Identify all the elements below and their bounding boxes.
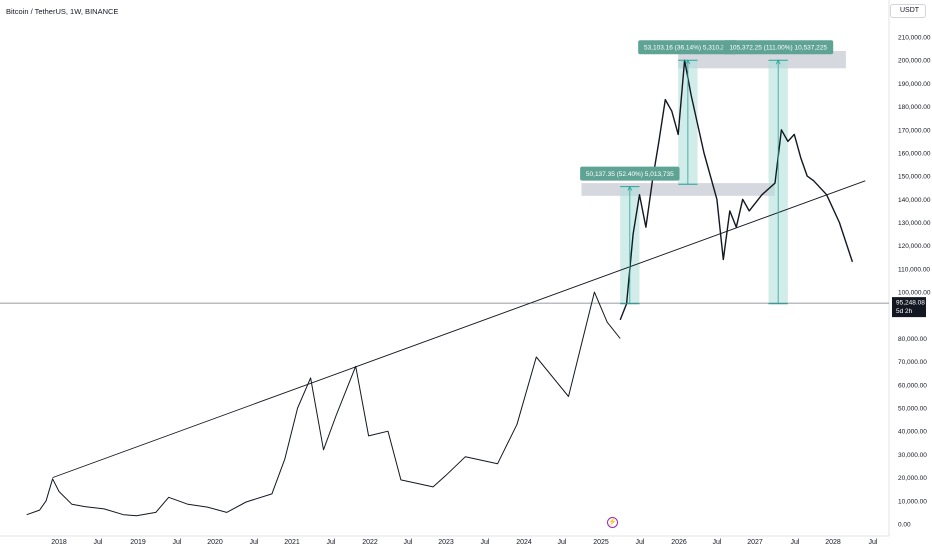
y-tick-label: 180,000.00: [898, 104, 931, 111]
y-tick-label: 110,000.00: [898, 266, 930, 273]
x-tick-label: Jul: [558, 539, 567, 546]
event-lightning-icon[interactable]: ⚡: [607, 517, 618, 528]
y-tick-label: 190,000.00: [898, 81, 931, 88]
x-tick-label: 2028: [825, 539, 841, 546]
x-tick-label: 2026: [671, 539, 687, 546]
y-tick-label: 40,000.00: [898, 429, 927, 436]
price-range-label-3: 105,372.25 (111.00%) 10,537,225: [729, 45, 827, 52]
y-tick-label: 140,000.00: [898, 197, 931, 204]
x-tick-label: 2023: [438, 539, 454, 546]
price-range-label-bg-2: [638, 40, 738, 55]
price-range-arrowhead-1: [627, 185, 633, 191]
x-tick-label: Jul: [250, 539, 259, 546]
x-tick-label: Jul: [94, 539, 103, 546]
price-series-projection[interactable]: [619, 59, 854, 321]
x-tick-label: 2021: [284, 539, 300, 546]
y-tick-label: 150,000.00: [898, 174, 931, 181]
trendline[interactable]: [52, 180, 866, 479]
y-tick-label: 160,000.00: [898, 150, 931, 157]
y-tick-label: 60,000.00: [898, 382, 927, 389]
y-tick-label: 100,000.00: [898, 290, 931, 297]
currency-button-label: USDT: [900, 7, 920, 14]
x-tick-label: Jul: [713, 539, 722, 546]
countdown-label: 5d 2h: [896, 308, 913, 315]
resistance-zone-2[interactable]: [678, 50, 846, 69]
last-price-label: 95,248.08: [896, 300, 925, 307]
x-tick-label: 2027: [747, 539, 763, 546]
x-tick-label: Jul: [481, 539, 490, 546]
x-tick-label: Jul: [791, 539, 800, 546]
last-price-badge: [892, 297, 926, 318]
y-tick-label: 70,000.00: [898, 359, 927, 366]
y-tick-label: 20,000.00: [898, 475, 927, 482]
y-tick-label: 0.00: [898, 522, 911, 529]
y-tick-label: 10,000.00: [898, 498, 927, 505]
symbol-title: Bitcoin / TetherUS, 1W, BINANCE: [6, 7, 119, 16]
x-tick-label: 2020: [207, 539, 223, 546]
price-range-label-2: 53,103.16 (36.14%) 5,310,316: [644, 45, 732, 52]
price-range-label-1: 50,137.35 (52.40%) 5,013,735: [586, 171, 674, 178]
price-range-arrowhead-3: [775, 59, 781, 65]
price-series-historical[interactable]: [26, 291, 621, 517]
x-tick-label: Jul: [173, 539, 182, 546]
price-range-label-bg-3: [723, 40, 834, 55]
x-tick-label: 2022: [362, 539, 378, 546]
y-tick-label: 170,000.00: [898, 127, 931, 134]
chart-plot-area: [0, 0, 890, 537]
currency-button[interactable]: USDT: [890, 4, 926, 18]
y-tick-label: 200,000.00: [898, 58, 931, 65]
price-range-arrowhead-2: [685, 59, 691, 65]
price-range-label-bg-1: [580, 166, 680, 181]
x-tick-label: 2018: [51, 539, 67, 546]
x-tick-label: 2019: [130, 539, 146, 546]
y-tick-label: 80,000.00: [898, 336, 927, 343]
resistance-zone-1[interactable]: [581, 183, 775, 196]
x-tick-label: Jul: [869, 539, 878, 546]
x-tick-label: Jul: [636, 539, 645, 546]
x-tick-label: Jul: [404, 539, 413, 546]
y-tick-label: 120,000.00: [898, 243, 931, 250]
y-tick-label: 50,000.00: [898, 406, 927, 413]
x-tick-label: Jul: [327, 539, 336, 546]
y-tick-label: 30,000.00: [898, 452, 927, 459]
x-tick-label: 2025: [593, 539, 609, 546]
x-tick-label: 2024: [516, 539, 532, 546]
y-tick-label: 210,000.00: [898, 35, 931, 42]
y-tick-label: 130,000.00: [898, 220, 931, 227]
